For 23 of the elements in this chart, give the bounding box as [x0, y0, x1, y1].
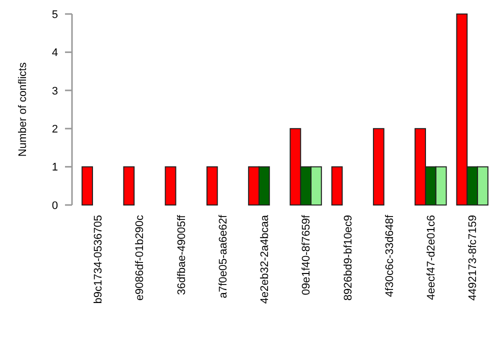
x-tick-label: 4492173-8fc7159 — [467, 215, 480, 301]
y-tick-label: 4 — [52, 47, 58, 60]
x-tick-label: 4f30c6c-33d648f — [384, 214, 396, 297]
y-axis-title: Number of conflicts — [17, 62, 29, 157]
bar — [123, 166, 135, 206]
x-tick-label: 09e1f40-8f7659f — [300, 214, 313, 296]
x-tick-label: 4eecf47-d2e01c6 — [426, 215, 438, 300]
bar — [82, 166, 93, 206]
x-tick-label: b9c1734-0536705 — [92, 215, 105, 304]
bar — [372, 128, 384, 206]
y-tick-label: 0 — [52, 200, 58, 212]
y-tick-label: 2 — [52, 123, 58, 136]
x-tick-label: e9086df-01b290c — [134, 214, 146, 301]
bar — [331, 166, 343, 206]
x-tick-label: 36dfbae-49005ff — [176, 214, 188, 295]
y-tick-label: 5 — [52, 8, 58, 21]
x-tick-label: a7f0e05-aa6e62f — [217, 214, 230, 298]
x-tick-label: 4e2eb32-2a4bcaa — [259, 214, 272, 304]
y-tick-label: 1 — [52, 162, 58, 174]
x-tick-label: 8926bd9-bf10ec9 — [342, 215, 354, 301]
bar — [206, 166, 218, 206]
y-tick-label: 3 — [52, 85, 58, 98]
bar — [164, 166, 176, 206]
